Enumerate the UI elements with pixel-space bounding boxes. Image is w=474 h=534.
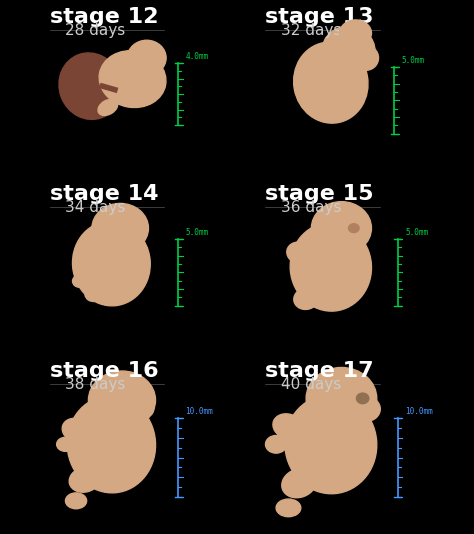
Ellipse shape [322,26,375,76]
Text: stage 17: stage 17 [265,362,374,381]
Ellipse shape [62,418,90,442]
Ellipse shape [285,395,377,494]
Text: 28 days: 28 days [65,22,126,37]
Text: 40 days: 40 days [282,377,342,392]
Ellipse shape [92,203,148,253]
Ellipse shape [354,45,379,70]
Ellipse shape [306,367,377,429]
Ellipse shape [65,493,87,509]
Ellipse shape [99,51,166,107]
Text: 38 days: 38 days [65,377,126,392]
Ellipse shape [89,371,155,429]
Text: stage 13: stage 13 [265,7,374,27]
Ellipse shape [69,467,100,492]
Ellipse shape [290,223,372,311]
Ellipse shape [348,224,359,233]
Text: stage 16: stage 16 [50,362,158,381]
Text: stage 12: stage 12 [50,7,158,27]
Ellipse shape [293,42,368,123]
Ellipse shape [67,396,155,493]
Ellipse shape [352,397,380,421]
Text: 5.0mm: 5.0mm [185,228,209,237]
Ellipse shape [287,242,311,264]
Ellipse shape [59,53,121,120]
Ellipse shape [74,249,95,267]
Ellipse shape [276,499,301,517]
Text: 10.0mm: 10.0mm [185,407,213,416]
Ellipse shape [311,202,372,255]
Ellipse shape [85,286,102,302]
Ellipse shape [340,20,372,46]
Ellipse shape [73,275,87,287]
Ellipse shape [56,437,74,451]
Text: 34 days: 34 days [65,200,126,215]
Text: 32 days: 32 days [282,22,342,37]
Ellipse shape [98,99,118,115]
Text: 10.0mm: 10.0mm [405,407,433,416]
Text: 5.0mm: 5.0mm [401,56,425,65]
Text: 4.0mm: 4.0mm [185,52,209,61]
Text: 36 days: 36 days [282,200,342,215]
Ellipse shape [273,414,304,439]
Ellipse shape [133,400,154,418]
Ellipse shape [356,393,369,404]
Text: stage 14: stage 14 [50,184,158,204]
Ellipse shape [282,468,316,498]
Ellipse shape [73,221,150,306]
Ellipse shape [128,40,166,76]
Text: stage 15: stage 15 [265,184,374,204]
Ellipse shape [265,435,287,453]
Ellipse shape [294,288,319,309]
Text: 5.0mm: 5.0mm [405,228,428,237]
